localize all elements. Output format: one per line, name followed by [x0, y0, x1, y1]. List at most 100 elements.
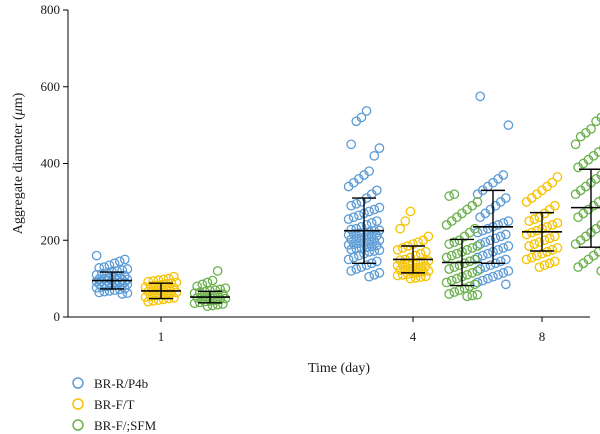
data-point — [151, 280, 161, 291]
data-point — [547, 220, 558, 230]
data-point — [477, 225, 488, 236]
data-point — [91, 250, 102, 261]
data-point — [405, 252, 416, 263]
data-point — [117, 265, 128, 276]
data-point — [503, 120, 514, 130]
data-point — [366, 218, 377, 228]
data-point — [552, 218, 563, 228]
data-point — [469, 279, 480, 290]
data-point — [552, 172, 563, 182]
data-point — [446, 275, 457, 286]
data-point — [369, 236, 380, 246]
x-tick-label: 1 — [158, 329, 165, 344]
data-point — [544, 258, 555, 269]
data-point — [354, 250, 364, 261]
data-point — [596, 266, 600, 276]
data-point — [534, 237, 545, 248]
data-point — [529, 239, 540, 249]
data-point — [166, 288, 177, 299]
data-point — [413, 257, 423, 268]
data-point — [544, 233, 555, 244]
data-point — [220, 283, 231, 294]
data-point — [570, 139, 581, 150]
data-point — [374, 202, 385, 213]
data-point — [371, 216, 382, 226]
data-point — [99, 262, 110, 272]
data-point — [366, 231, 377, 242]
data-point — [397, 243, 408, 253]
data-point — [158, 294, 169, 305]
legend-label: BR-R/P4b — [94, 376, 148, 391]
data-point — [495, 256, 506, 267]
data-point — [591, 116, 600, 127]
data-point — [148, 296, 159, 306]
data-point — [351, 264, 362, 274]
data-point — [570, 189, 581, 200]
data-point — [148, 276, 159, 286]
data-point — [467, 243, 478, 253]
data-point — [212, 266, 223, 276]
data-point — [441, 277, 452, 288]
data-point — [420, 271, 431, 282]
legend-label: BR-F/T — [94, 397, 135, 412]
data-point — [498, 268, 509, 278]
data-point — [423, 266, 434, 276]
data-point — [444, 289, 455, 299]
y-tick-label: 600 — [41, 79, 61, 94]
data-point — [371, 256, 382, 267]
data-point — [526, 252, 537, 263]
data-point — [369, 269, 380, 280]
data-point — [418, 266, 429, 277]
data-point — [410, 263, 421, 273]
y-tick-label: 400 — [41, 156, 61, 171]
y-axis-title: Aggregate diameter (μm) — [11, 92, 26, 234]
data-point — [454, 285, 465, 295]
data-point — [207, 275, 218, 286]
data-point — [366, 241, 377, 252]
x-ticks: 1 4 8 — [158, 317, 545, 344]
data-point — [452, 273, 462, 284]
data-point — [472, 252, 483, 263]
data-point — [215, 294, 226, 305]
data-point — [361, 242, 372, 253]
data-point — [420, 246, 431, 257]
data-point — [163, 283, 174, 294]
data-point — [112, 266, 122, 276]
data-point — [493, 269, 503, 280]
data-point — [493, 220, 503, 230]
data-point — [400, 264, 411, 275]
data-point — [392, 270, 403, 281]
data-point — [423, 256, 434, 266]
data-point — [462, 269, 472, 280]
data-point — [369, 150, 380, 161]
data-point — [485, 260, 496, 271]
data-point — [161, 279, 171, 289]
data-point — [94, 287, 105, 298]
data-point — [549, 256, 560, 267]
data-point — [503, 216, 514, 226]
data-point — [351, 223, 362, 234]
data-point — [145, 291, 156, 302]
data-point — [524, 216, 535, 226]
data-point — [420, 261, 431, 272]
data-point — [524, 241, 535, 251]
data-point — [467, 290, 478, 301]
data-point — [392, 260, 403, 271]
data-point — [472, 241, 483, 251]
data-point — [454, 260, 465, 271]
data-point — [348, 212, 359, 223]
data-point — [480, 237, 491, 248]
data-point — [210, 295, 220, 305]
data-point — [343, 181, 354, 192]
data-point — [158, 284, 169, 295]
data-point — [547, 244, 558, 255]
data-point — [374, 245, 385, 256]
data-point — [475, 264, 486, 274]
data-point — [168, 292, 179, 303]
data-point — [500, 279, 511, 290]
data-point — [346, 234, 357, 245]
data-point — [212, 289, 223, 300]
data-point — [534, 262, 545, 272]
data-point — [521, 229, 532, 240]
data-point — [351, 243, 362, 254]
